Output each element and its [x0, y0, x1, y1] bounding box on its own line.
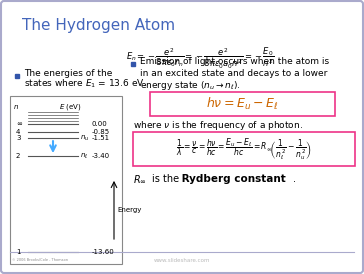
Text: $n_u$: $n_u$ [80, 134, 89, 143]
Text: where $\nu$ is the frequency of a photon.: where $\nu$ is the frequency of a photon… [133, 119, 303, 133]
Text: -1.51: -1.51 [92, 135, 110, 141]
Text: The energies of the: The energies of the [24, 68, 112, 78]
Bar [10, 96, 122, 264]
Text: .: . [293, 174, 296, 184]
Text: energy state ($n_u \rightarrow n_\ell$).: energy state ($n_u \rightarrow n_\ell$). [140, 78, 241, 92]
Text: Emission of light occurs when the atom is: Emission of light occurs when the atom i… [140, 56, 329, 65]
Text: $\dfrac{1}{\lambda} = \dfrac{\nu}{c} = \dfrac{h\nu}{hc} = \dfrac{E_u - E_\ell}{h: $\dfrac{1}{\lambda} = \dfrac{\nu}{c} = \… [176, 136, 312, 162]
Bar [150, 92, 335, 116]
Text: states where $E_1$ = 13.6 eV.: states where $E_1$ = 13.6 eV. [24, 78, 147, 90]
Text: The Hydrogen Atom: The Hydrogen Atom [22, 18, 175, 33]
Text: Rydberg constant: Rydberg constant [178, 174, 286, 184]
Text: © 2006 Brooks/Cole - Thomson: © 2006 Brooks/Cole - Thomson [12, 258, 68, 262]
Bar [133, 132, 355, 166]
Text: $n_\ell$: $n_\ell$ [80, 152, 88, 161]
Text: www.slideshare.com: www.slideshare.com [154, 258, 210, 262]
Text: -0.85: -0.85 [92, 129, 110, 135]
Text: n: n [14, 104, 19, 110]
Text: -13.60: -13.60 [92, 249, 115, 255]
Text: 1: 1 [16, 249, 20, 255]
Text: $\infty$: $\infty$ [16, 121, 23, 127]
Text: Energy: Energy [117, 207, 141, 213]
Text: -3.40: -3.40 [92, 153, 110, 159]
Text: 0.00: 0.00 [92, 121, 108, 127]
Text: 4: 4 [16, 129, 20, 135]
Text: $E_n = -\dfrac{e^2}{8\pi\varepsilon_0 r_n} = -\dfrac{e^2}{8\pi\varepsilon_0 a_0 : $E_n = -\dfrac{e^2}{8\pi\varepsilon_0 r_… [126, 46, 274, 71]
Text: in an excited state and decays to a lower: in an excited state and decays to a lowe… [140, 68, 327, 78]
Text: 2: 2 [16, 153, 20, 159]
Text: $R_\infty$: $R_\infty$ [133, 173, 147, 185]
Text: $E$ (eV): $E$ (eV) [59, 102, 81, 112]
Text: is the: is the [152, 174, 179, 184]
Text: 3: 3 [16, 135, 20, 141]
Text: $h\nu = E_u - E_\ell$: $h\nu = E_u - E_\ell$ [206, 96, 279, 112]
